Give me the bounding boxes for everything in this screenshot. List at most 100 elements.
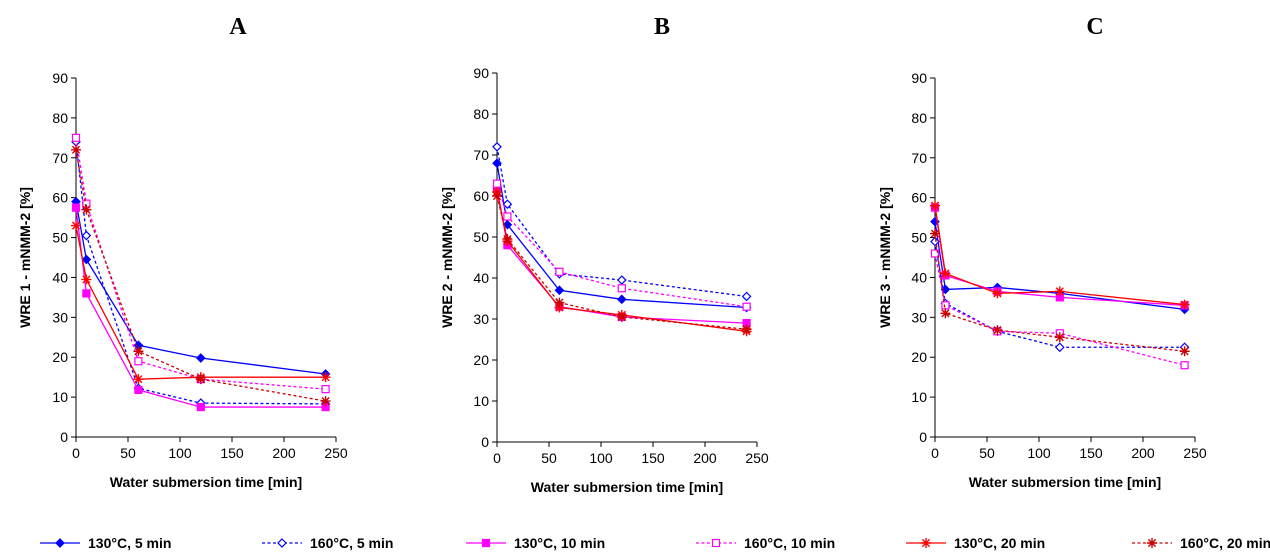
data-point [81, 204, 92, 215]
data-point [134, 357, 143, 366]
data-point [930, 249, 940, 258]
x-tick-label: 0 [931, 445, 939, 461]
x-tick-label: 100 [1027, 445, 1051, 461]
y-tick-label: 40 [473, 270, 489, 286]
x-tick-label: 200 [272, 445, 296, 461]
y-tick-label: 60 [911, 190, 927, 206]
y-tick-label: 80 [911, 110, 927, 126]
series-160c-20-min [930, 228, 1190, 357]
data-point [940, 308, 951, 319]
data-point [741, 291, 752, 302]
chart-panel-c: C 0 10 20 30 40 50 60 70 80 90 0 50 100 150 200 250 Water… [877, 14, 1207, 490]
data-point [930, 236, 940, 247]
series-line [75, 149, 326, 402]
y-tick-label: 30 [911, 309, 927, 325]
data-point [492, 179, 502, 188]
y-tick-label: 10 [473, 393, 489, 409]
x-tick-label: 250 [745, 450, 769, 466]
legend-marker [1147, 538, 1157, 548]
x-axis-label: Water submersion time [min] [969, 474, 1161, 490]
data-point [195, 353, 206, 363]
legend-marker [481, 538, 491, 548]
legend-label: 160°C, 10 min [744, 535, 835, 551]
y-axis-label: WRE 3 - mNMM-2 [%] [877, 187, 893, 328]
data-point [1054, 286, 1065, 297]
y-tick-label: 60 [52, 190, 68, 206]
x-tick-label: 50 [979, 445, 995, 461]
data-point [992, 288, 1003, 299]
data-point [617, 284, 626, 293]
legend-label: 160°C, 20 min [1180, 535, 1270, 551]
series-line [75, 141, 326, 405]
data-point [134, 385, 143, 395]
data-point [554, 285, 565, 296]
data-point [71, 144, 81, 155]
series-160c-5-min [492, 141, 752, 302]
legend-entry-160c-20-min: 160°C, 20 min [1132, 535, 1270, 551]
series-160c-10-min [492, 179, 751, 311]
y-tick-label: 60 [473, 188, 489, 204]
series-line [75, 201, 326, 375]
y-tick-label: 40 [911, 269, 927, 285]
data-point [502, 199, 513, 210]
series-130c-20-min [71, 220, 331, 385]
x-tick-label: 50 [120, 445, 136, 461]
x-tick-label: 100 [589, 450, 613, 466]
data-point [555, 267, 564, 276]
data-point [941, 301, 950, 310]
data-point [554, 297, 565, 308]
y-tick-label: 70 [911, 150, 927, 166]
legend-marker [277, 538, 287, 548]
legend: 130°C, 5 min 160°C, 5 min 130°C, 10 min 160… [40, 535, 1270, 551]
legend-entry-130c-20-min: 130°C, 20 min [906, 535, 1045, 551]
y-tick-label: 0 [60, 429, 68, 445]
y-tick-label: 90 [473, 65, 489, 81]
data-point [321, 385, 330, 394]
legend-marker [55, 538, 65, 548]
y-tick-label: 0 [481, 434, 489, 450]
y-tick-label: 80 [52, 110, 68, 126]
series-130c-5-min [71, 196, 331, 379]
y-tick-label: 10 [911, 389, 927, 405]
y-tick-label: 30 [52, 309, 68, 325]
data-point [492, 191, 502, 201]
data-point [741, 324, 752, 335]
data-point [940, 268, 951, 279]
legend-entry-160c-5-min: 160°C, 5 min [262, 535, 393, 551]
legend-label: 160°C, 5 min [310, 535, 393, 551]
data-point [502, 219, 513, 230]
data-point [71, 203, 81, 212]
y-tick-label: 50 [911, 230, 927, 246]
y-tick-label: 10 [52, 389, 68, 405]
y-tick-label: 80 [473, 106, 489, 122]
data-point [930, 200, 940, 211]
y-tick-label: 50 [473, 229, 489, 245]
legend-marker [711, 538, 721, 548]
data-point [616, 294, 627, 305]
y-tick-label: 70 [52, 150, 68, 166]
series-160c-5-min [71, 136, 331, 409]
data-point [492, 141, 502, 152]
series-line [496, 146, 747, 298]
data-point [1054, 342, 1065, 353]
y-axis-label: WRE 1 - mNMM-2 [%] [17, 187, 33, 328]
x-tick-label: 200 [1131, 445, 1155, 461]
legend-entry-130c-5-min: 130°C, 5 min [40, 535, 171, 551]
y-tick-label: 50 [52, 230, 68, 246]
panel-title: C [1086, 14, 1103, 40]
y-tick-label: 70 [473, 147, 489, 163]
legend-label: 130°C, 5 min [88, 535, 171, 551]
x-tick-label: 150 [641, 450, 665, 466]
data-point [503, 212, 512, 221]
chart-panel-b: B 0 10 20 30 40 50 60 70 80 90 0 50 100 150 200 250 Water… [439, 14, 769, 495]
data-point [742, 302, 751, 311]
legend-entry-130c-10-min: 130°C, 10 min [466, 535, 605, 551]
x-tick-label: 50 [541, 450, 557, 466]
legend-label: 130°C, 20 min [954, 535, 1045, 551]
series-line [496, 195, 747, 330]
x-tick-label: 250 [1183, 445, 1207, 461]
data-point [1179, 346, 1190, 357]
data-point [81, 254, 92, 265]
y-tick-label: 90 [911, 70, 927, 86]
